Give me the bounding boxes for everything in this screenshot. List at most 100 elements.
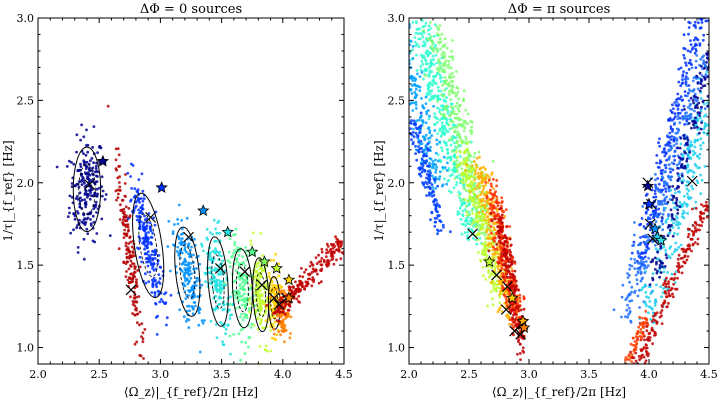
scatter-point <box>498 295 501 299</box>
scatter-point <box>140 260 144 264</box>
scatter-point <box>70 161 73 164</box>
scatter-point <box>260 274 263 278</box>
scatter-point <box>452 186 456 190</box>
scatter-point <box>495 184 498 188</box>
scatter-point <box>421 25 425 29</box>
scatter-point <box>228 261 232 264</box>
scatter-point <box>489 290 493 294</box>
scatter-point <box>484 184 487 187</box>
scatter-point <box>470 185 473 189</box>
scatter-point <box>409 9 412 12</box>
scatter-point <box>418 142 422 146</box>
scatter-point <box>451 111 454 114</box>
scatter-point <box>143 240 146 244</box>
scatter-point <box>435 67 439 70</box>
scatter-point <box>402 35 405 38</box>
scatter-point <box>446 161 449 165</box>
scatter-point <box>419 65 423 68</box>
scatter-point <box>394 9 397 12</box>
scatter-point <box>666 142 669 145</box>
scatter-point <box>445 46 449 50</box>
scatter-point <box>219 296 223 300</box>
scatter-point <box>470 132 473 136</box>
scatter-point <box>713 99 716 102</box>
scatter-point <box>138 265 142 269</box>
scatter-point <box>464 217 468 221</box>
scatter-point <box>123 232 127 236</box>
scatter-point <box>448 73 452 77</box>
scatter-point <box>440 32 444 36</box>
scatter-point <box>400 29 403 32</box>
scatter-point <box>76 224 79 227</box>
scatter-point <box>486 227 490 231</box>
scatter-point <box>432 78 435 82</box>
scatter-point <box>395 55 398 58</box>
scatter-point <box>496 204 500 208</box>
scatter-point <box>685 187 689 191</box>
scatter-point <box>410 138 413 142</box>
scatter-point <box>249 243 253 246</box>
scatter-point <box>438 170 442 174</box>
scatter-point <box>124 275 128 278</box>
scatter-point <box>85 128 88 132</box>
scatter-point <box>335 258 338 262</box>
scatter-point <box>665 158 668 162</box>
scatter-point <box>687 32 690 36</box>
scatter-point <box>693 51 697 55</box>
contour-outer <box>231 248 253 329</box>
scatter-point <box>456 175 459 179</box>
scatter-point <box>250 322 254 326</box>
scatter-point <box>484 278 488 281</box>
scatter-point <box>428 174 432 178</box>
scatter-point <box>253 290 257 294</box>
scatter-point <box>293 289 297 293</box>
scatter-point <box>394 30 397 33</box>
scatter-point <box>411 127 415 131</box>
scatter-point <box>414 100 418 104</box>
scatter-point <box>401 81 404 84</box>
scatter-point <box>687 189 691 193</box>
scatter-point <box>262 269 266 273</box>
scatter-point <box>429 192 432 196</box>
scatter-point <box>300 285 304 288</box>
scatter-point <box>651 289 655 293</box>
scatter-point <box>626 303 629 307</box>
scatter-point <box>664 253 668 257</box>
scatter-point <box>659 285 663 289</box>
scatter-point <box>640 257 643 261</box>
scatter-point <box>284 315 288 319</box>
scatter-point <box>187 318 191 322</box>
scatter-point <box>451 58 455 61</box>
scatter-point <box>234 227 238 231</box>
scatter-point <box>719 112 722 115</box>
scatter-point <box>693 162 697 166</box>
scatter-point <box>67 206 71 210</box>
scatter-point <box>446 112 450 115</box>
scatter-point <box>339 257 343 261</box>
scatter-point <box>287 285 291 289</box>
scatter-point <box>443 141 447 145</box>
scatter-point <box>491 196 495 200</box>
scatter-point <box>503 234 507 237</box>
scatter-point <box>472 205 476 209</box>
scatter-point <box>682 53 686 57</box>
scatter-point <box>676 223 680 227</box>
scatter-point <box>667 149 671 153</box>
scatter-point <box>490 280 493 284</box>
star-marker <box>96 154 110 167</box>
scatter-point <box>482 187 486 190</box>
scatter-point <box>636 250 640 253</box>
scatter-point <box>684 77 687 81</box>
scatter-point <box>456 86 460 90</box>
scatter-point <box>687 99 691 102</box>
scatter-point <box>180 219 184 222</box>
scatter-point <box>215 336 219 339</box>
scatter-point <box>248 310 252 314</box>
scatter-point <box>679 66 683 70</box>
scatter-point <box>470 164 474 168</box>
scatter-point <box>85 227 89 231</box>
scatter-point <box>651 211 655 215</box>
scatter-point <box>73 184 77 188</box>
scatter-point <box>710 72 713 75</box>
scatter-point <box>669 188 673 192</box>
